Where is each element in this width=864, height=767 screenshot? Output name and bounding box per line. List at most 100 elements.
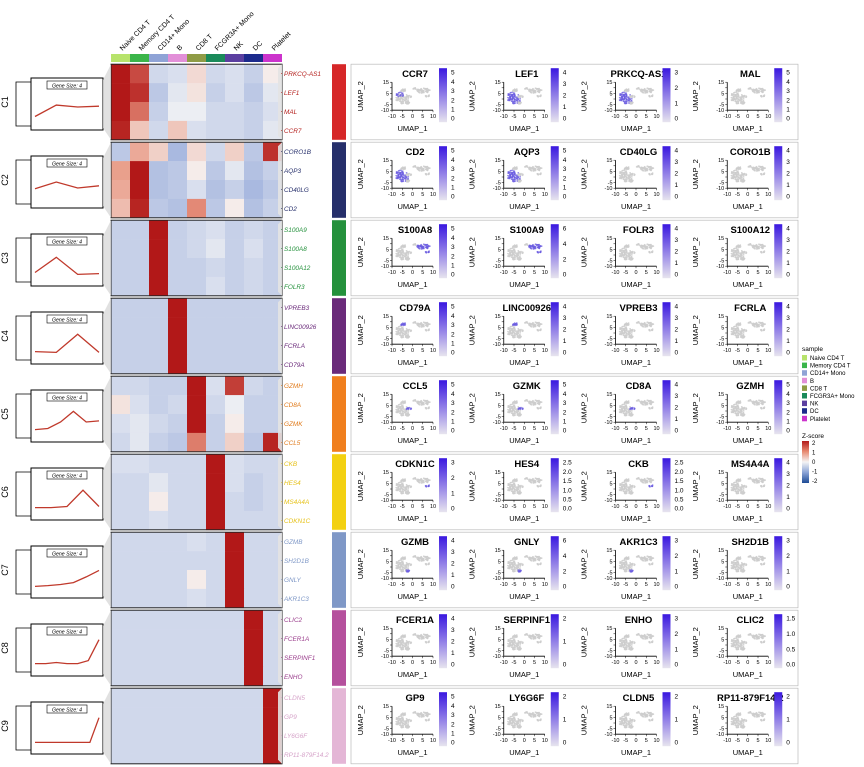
heatmap-cell (225, 64, 245, 84)
umap-colorbar-label: 2 (451, 97, 455, 104)
umap-cell-point (514, 180, 516, 183)
heatmap-cell (130, 376, 150, 396)
umap-ytick-label: 15 (606, 80, 612, 86)
heatmap-cell (111, 588, 131, 609)
umap-xtick-label: -5 (512, 348, 517, 354)
umap-cell-point (508, 332, 511, 334)
umap-cell-point (623, 94, 626, 97)
heatmap-cell (263, 239, 283, 259)
heatmap-cell (130, 707, 150, 727)
umap-cell-point (649, 324, 652, 326)
umap-colorbar-label: 2 (786, 97, 790, 104)
gene-label-connector (278, 610, 282, 686)
heatmap-cell (263, 473, 283, 493)
umap-cell-point (737, 336, 740, 339)
umap-cell-point (649, 166, 652, 168)
umap-cell-point (652, 245, 655, 248)
umap-cell-point (761, 246, 763, 249)
umap-colorbar-label: 1 (675, 338, 679, 345)
umap-cell-point (407, 407, 410, 410)
umap-cell-point (428, 94, 430, 96)
gene-size-label: Gene Size: 4 (52, 629, 82, 635)
heatmap-cell (206, 258, 226, 278)
umap-cell-point (407, 179, 409, 182)
umap-cell-point (399, 98, 402, 101)
umap-cell-point (618, 96, 621, 99)
umap-xtick-label: -10 (612, 192, 620, 198)
dendrogram-branch (15, 627, 31, 673)
heatmap-cell (244, 666, 264, 687)
umap-colorbar-label: 0 (563, 350, 567, 357)
umap-cell-point (737, 180, 740, 183)
umap-cell-point (755, 321, 758, 324)
heatmap-cell (263, 570, 283, 590)
umap-cell-point (749, 165, 752, 167)
umap-cell-point (526, 165, 528, 167)
heatmap-cell (225, 336, 245, 356)
umap-xtick-label: -10 (500, 348, 508, 354)
umap-cell-point (620, 329, 623, 332)
cluster-profile-line (35, 639, 100, 665)
heatmap-cell (130, 610, 150, 630)
umap-cell-point (401, 100, 404, 103)
gene-label: GNLY (284, 577, 302, 584)
gene-label: CCL5 (284, 440, 301, 447)
umap-cell-point (624, 102, 627, 105)
umap-colorbar-label: 5 (563, 382, 567, 389)
umap-colorbar-label: 0 (563, 116, 567, 123)
heatmap-cell (244, 707, 264, 727)
umap-colorbar-label: 2 (451, 331, 455, 338)
heatmap-cell (130, 570, 150, 590)
heatmap-cell (206, 120, 226, 141)
umap-cell-point (396, 171, 398, 174)
heatmap-cell (244, 180, 264, 200)
umap-cell-point (761, 90, 763, 92)
heatmap-cell (111, 180, 131, 200)
umap-xtick-label: -10 (500, 426, 508, 432)
umap-cell-point (760, 172, 763, 175)
umap-cell-point (620, 98, 623, 100)
heatmap-cell (225, 588, 245, 609)
heatmap-cell (149, 454, 169, 474)
umap-cell-point (507, 171, 510, 174)
umap-cell-point (534, 165, 537, 168)
heatmap-cell (187, 220, 207, 240)
umap-cell-point (514, 168, 516, 171)
umap-cell-point (428, 401, 431, 403)
umap-cell-point (426, 90, 428, 92)
umap-colorbar-label: 2 (451, 253, 455, 260)
umap-cell-point (400, 246, 403, 249)
heatmap-cell (130, 454, 150, 474)
heatmap-cell (187, 610, 207, 630)
umap-colorbar-label: 4 (563, 304, 567, 311)
gene-label: CD2 (284, 206, 297, 213)
umap-colorbar-label: 5 (451, 148, 455, 155)
heatmap-cell (187, 198, 207, 219)
umap-cell-point (513, 412, 516, 415)
umap-cell-point (509, 404, 512, 406)
umap-cell-point (735, 101, 738, 103)
umap-colorbar-label: 3 (563, 315, 567, 322)
gene-label-connector (278, 454, 282, 530)
umap-cell-point (401, 178, 404, 181)
umap-cell-point (537, 166, 540, 168)
umap-cell-point (625, 414, 628, 417)
umap-cell-point (732, 98, 735, 100)
umap-xtick-label: 0 (411, 348, 414, 354)
umap-xtick-label: 5 (533, 426, 536, 432)
umap-cell-point (534, 87, 537, 90)
umap-cell-point (649, 168, 652, 171)
umap-cell-point (730, 255, 733, 257)
umap-cell-point (630, 101, 633, 104)
heatmap-cell (111, 551, 131, 571)
umap-cell-point (732, 254, 735, 256)
umap-cell-point (396, 93, 398, 96)
umap-colorbar-label: 0 (675, 428, 679, 435)
heatmap-cell (130, 354, 150, 375)
sample-color-cell (206, 54, 225, 62)
umap-xtick-label: -10 (612, 114, 620, 120)
cluster-strip-cell (332, 532, 346, 608)
umap-cell-point (514, 90, 516, 93)
umap-cell-point (733, 248, 735, 250)
umap-xlabel: UMAP_1 (397, 202, 427, 211)
